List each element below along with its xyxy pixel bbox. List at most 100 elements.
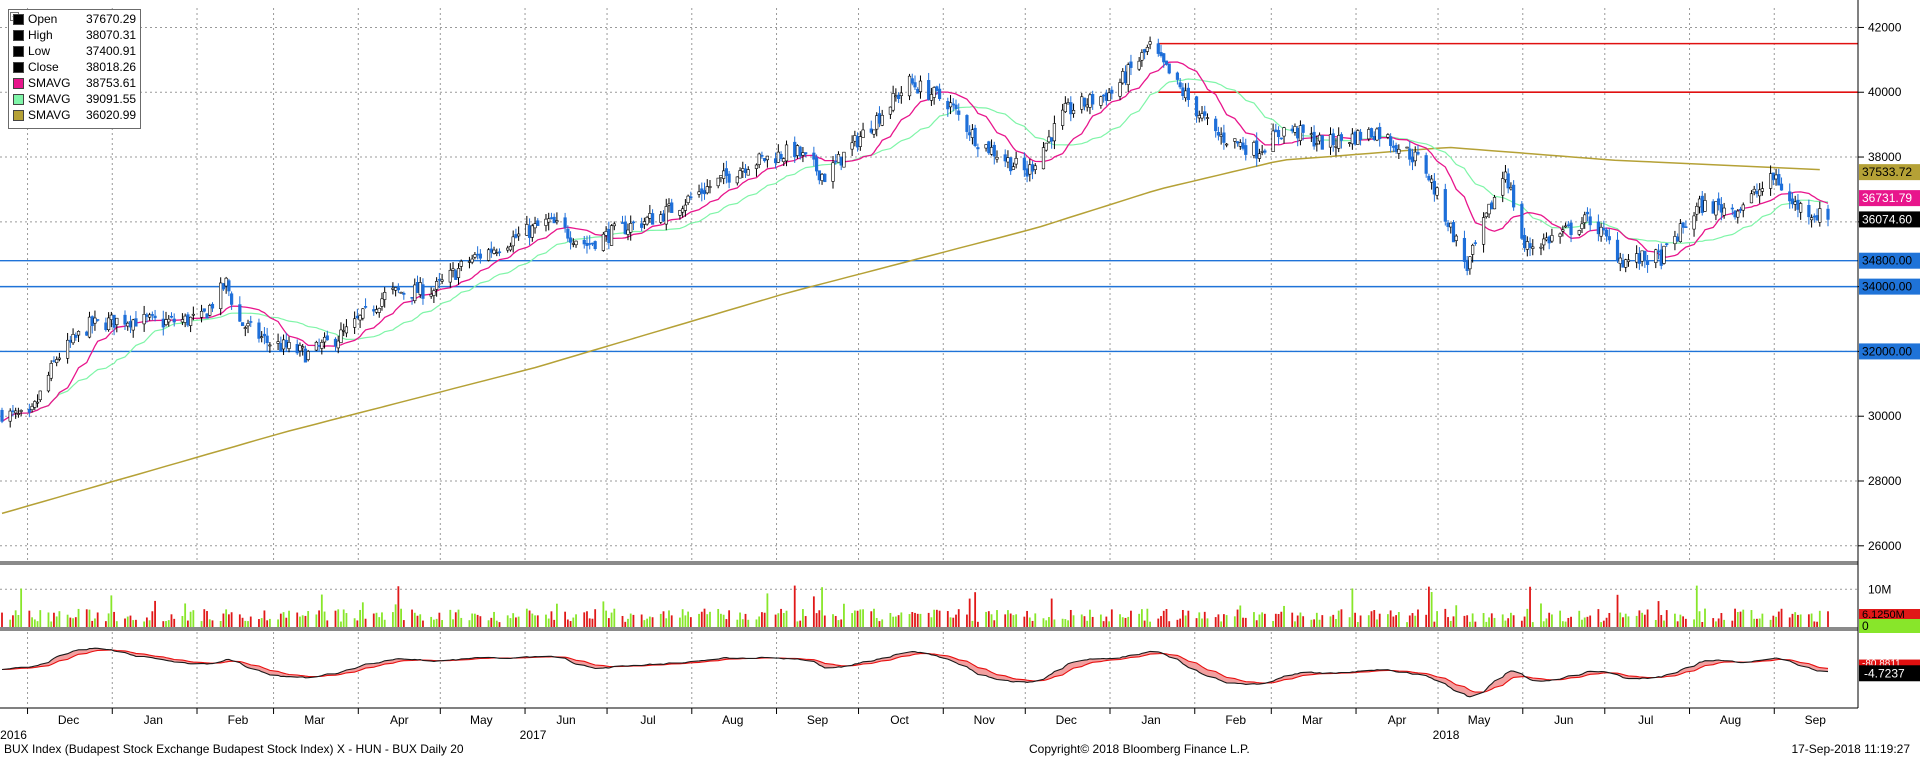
- candle-body: [1621, 260, 1625, 268]
- candle-body: [1818, 208, 1822, 223]
- volume-bar: [1616, 594, 1619, 628]
- momentum-last-bg: [1859, 665, 1920, 682]
- volume-bar: [1449, 620, 1452, 628]
- volume-bar: [441, 620, 443, 628]
- candle-body: [1796, 199, 1800, 210]
- candle-body: [916, 88, 920, 94]
- legend-item: High 38070.31: [13, 28, 136, 43]
- volume-bar: [58, 611, 61, 628]
- month-label: Sep: [807, 713, 829, 727]
- volume-bar: [1143, 620, 1146, 628]
- volume-bar: [812, 596, 815, 628]
- candle-body: [1790, 198, 1795, 205]
- volume-bar: [135, 619, 137, 628]
- volume-bar: [782, 612, 785, 628]
- volume-bar: [777, 613, 780, 628]
- candle-body: [1394, 144, 1398, 152]
- candle-body: [1041, 147, 1046, 170]
- volume-bar: [1045, 620, 1048, 628]
- volume-bar: [774, 614, 777, 628]
- candle-body: [1665, 243, 1669, 245]
- candle-body: [965, 115, 969, 132]
- candle-body: [590, 242, 595, 245]
- volume-bar: [1827, 611, 1829, 628]
- candle-body: [894, 95, 898, 98]
- candle-body: [506, 247, 510, 251]
- candle-body: [1468, 256, 1472, 270]
- year-label: 2017: [520, 728, 547, 742]
- month-label: Nov: [974, 713, 995, 727]
- candle-body: [1175, 72, 1180, 80]
- candle-body: [585, 242, 589, 246]
- volume-bar: [952, 617, 955, 628]
- volume-bar: [1233, 616, 1236, 628]
- candle-body: [1577, 230, 1581, 235]
- volume-bar: [766, 593, 769, 628]
- candle-body: [1462, 237, 1467, 262]
- volume-bar: [200, 621, 203, 628]
- volume-bar: [914, 612, 916, 628]
- candle-body: [1225, 143, 1229, 146]
- volume-bar: [69, 617, 72, 628]
- volume-bar: [517, 616, 520, 628]
- volume-bar: [1244, 617, 1247, 628]
- candle-body: [1118, 82, 1122, 97]
- volume-bar: [211, 620, 214, 628]
- candle-body: [817, 170, 821, 181]
- volume-bar: [1663, 620, 1665, 628]
- volume-bar: [493, 611, 495, 628]
- candle-body: [473, 254, 477, 258]
- candle-body: [722, 170, 726, 179]
- candle-body: [1257, 153, 1262, 159]
- volume-bar: [1510, 612, 1512, 628]
- volume-bar: [1455, 605, 1458, 628]
- candle-body: [700, 188, 704, 194]
- volume-bar: [758, 616, 761, 628]
- candle-body: [1050, 137, 1054, 142]
- candle-body: [1799, 203, 1803, 213]
- candle-body: [954, 104, 958, 110]
- candle-body: [27, 408, 31, 413]
- candle-body: [1066, 102, 1070, 105]
- candle-body: [1123, 71, 1128, 84]
- volume-bar: [698, 613, 700, 628]
- volume-bar: [1299, 612, 1302, 628]
- volume-bar: [1283, 605, 1285, 628]
- volume-bar: [629, 613, 632, 628]
- candle-body: [1544, 237, 1549, 241]
- candle-body: [514, 234, 518, 238]
- candle-body: [957, 110, 961, 115]
- candle-body: [1752, 188, 1756, 193]
- volume-bar: [1526, 608, 1529, 628]
- support-level-label: 34800.00: [1862, 254, 1912, 268]
- volume-bar: [1124, 617, 1127, 628]
- volume-bar: [1643, 614, 1646, 628]
- candle-body: [440, 279, 444, 282]
- volume-bar: [987, 611, 990, 628]
- volume-bar: [94, 618, 96, 628]
- candle-body: [1003, 154, 1007, 162]
- candle-body: [563, 217, 567, 228]
- candle-body: [437, 279, 441, 281]
- volume-bar: [897, 615, 900, 628]
- candle-body: [320, 342, 324, 349]
- volume-last-bg: [1859, 609, 1920, 619]
- candle-body: [812, 152, 816, 160]
- candle-body: [927, 80, 931, 100]
- candle-body: [1339, 134, 1344, 141]
- volume-bar: [1119, 614, 1121, 628]
- month-label: Feb: [1225, 713, 1246, 727]
- volume-bar: [320, 594, 323, 628]
- candle-body: [1263, 150, 1267, 153]
- candle-body: [1451, 222, 1456, 243]
- volume-bar: [1108, 621, 1110, 628]
- candle-body: [1203, 111, 1207, 116]
- candle-body: [1214, 118, 1218, 132]
- momentum-last-label: -4.7237: [1864, 666, 1905, 680]
- volume-bar: [1660, 614, 1663, 628]
- volume-bar: [873, 608, 875, 628]
- volume-bar: [1392, 616, 1395, 628]
- candle-body: [1328, 134, 1333, 148]
- volume-bar: [107, 613, 110, 628]
